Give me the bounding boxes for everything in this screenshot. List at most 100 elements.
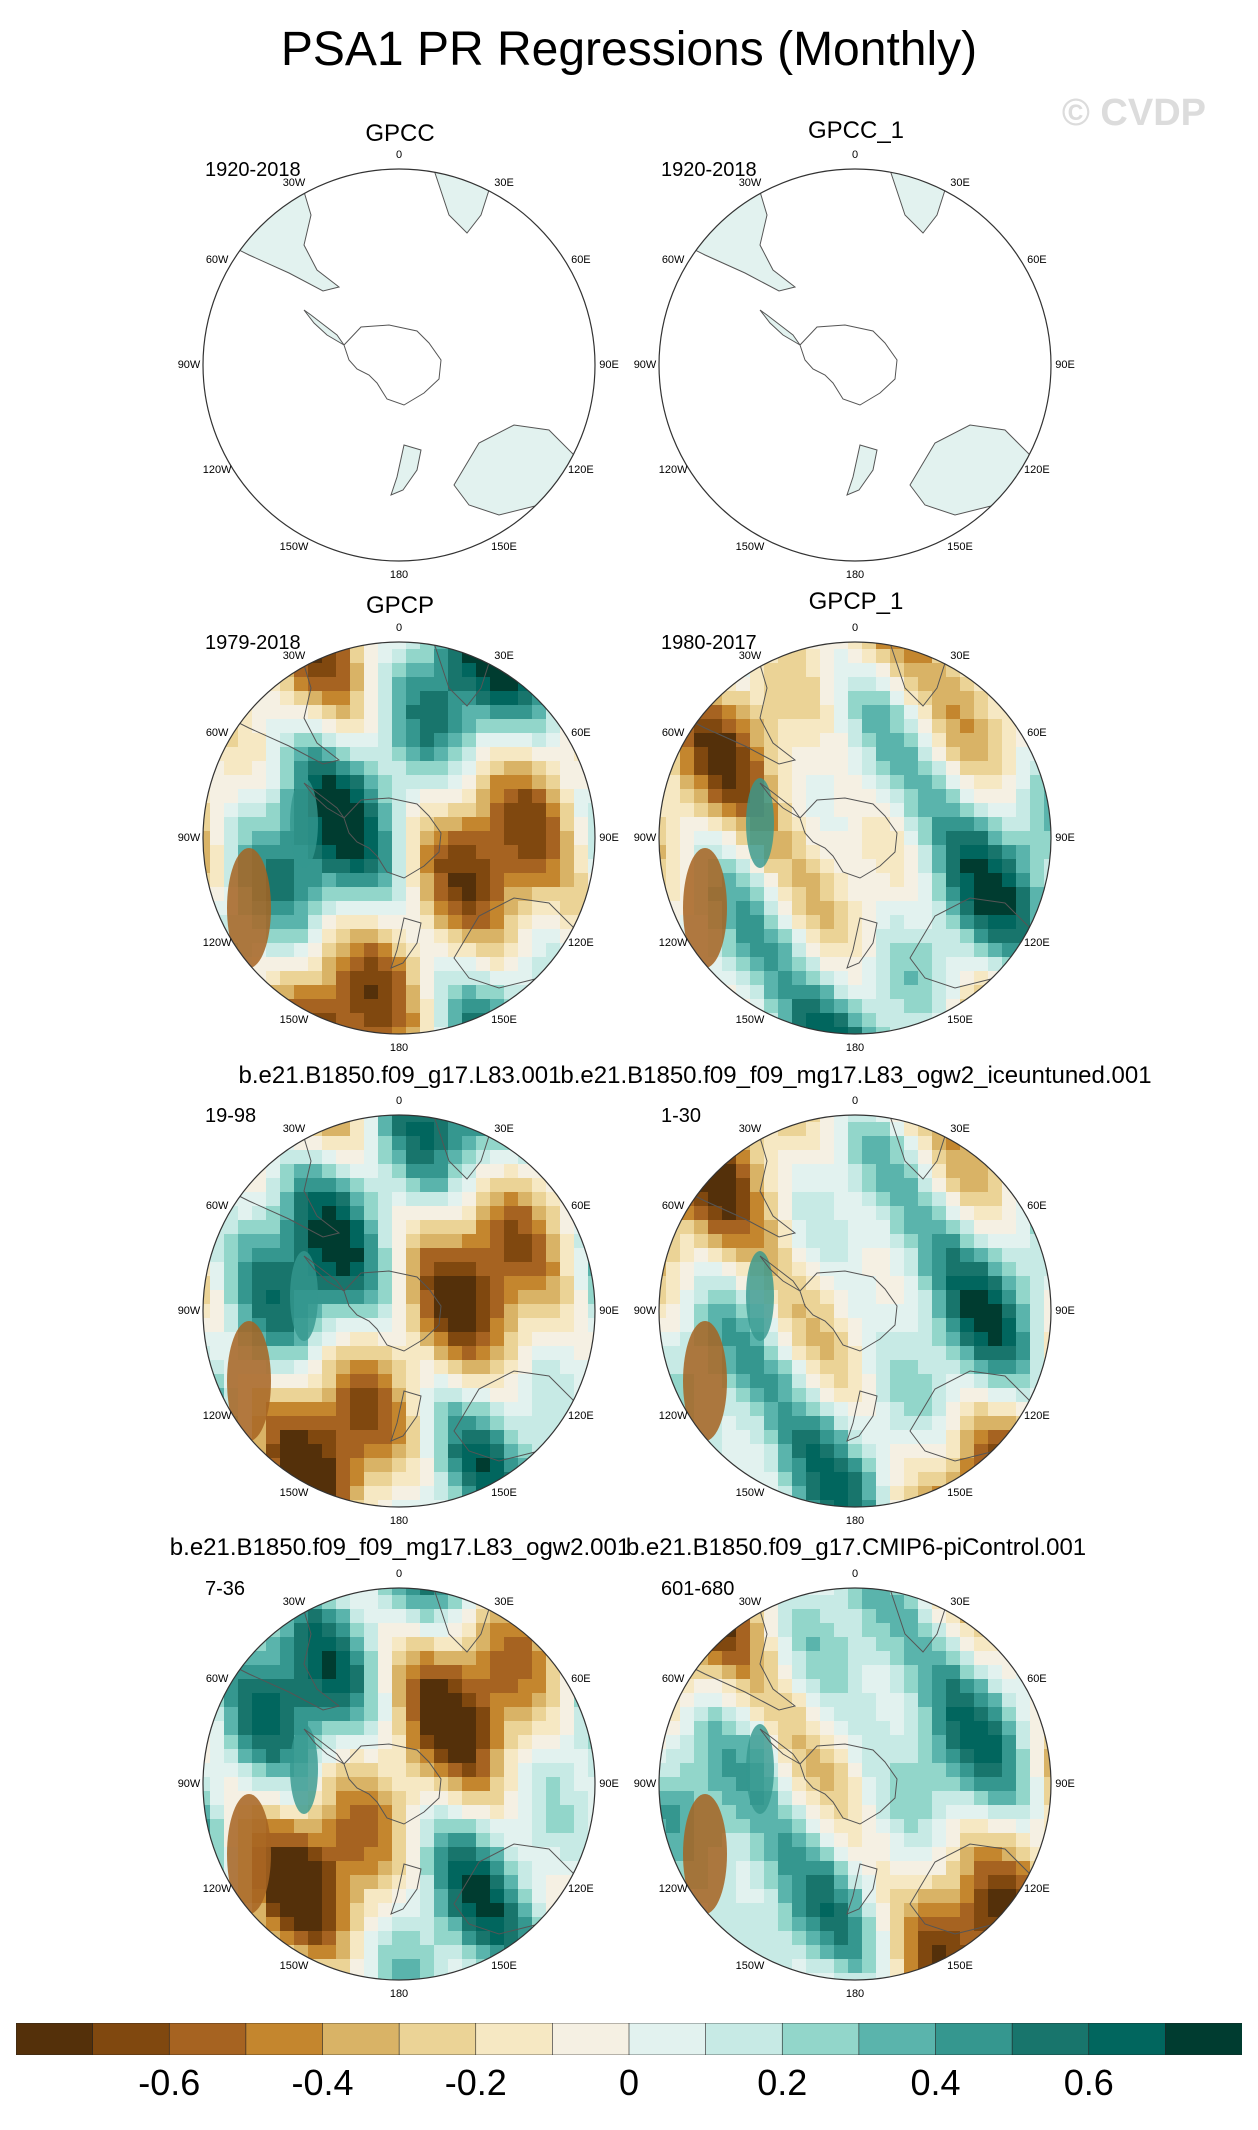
longitude-label: 30W bbox=[738, 177, 762, 190]
longitude-label: 120W bbox=[658, 1883, 688, 1895]
longitude-label: 120E bbox=[568, 937, 594, 949]
longitude-label: 90E bbox=[1055, 832, 1075, 844]
longitude-label: 120W bbox=[202, 1883, 232, 1895]
longitude-label: 30E bbox=[950, 650, 970, 663]
longitude-label: 90E bbox=[1055, 1778, 1075, 1790]
longitude-label: 120E bbox=[568, 1410, 594, 1422]
colorbar-swatch bbox=[1011, 2023, 1090, 2055]
longitude-label: 120E bbox=[568, 1883, 594, 1895]
longitude-label: 60E bbox=[1027, 1200, 1047, 1212]
longitude-label: 150E bbox=[491, 540, 517, 553]
colorbar-tick-label: 0.2 bbox=[757, 2062, 808, 2103]
longitude-label: 90W bbox=[633, 1778, 657, 1790]
period-label-model-picontrol: 601-680 bbox=[661, 1578, 735, 1600]
longitude-label: 180 bbox=[845, 569, 865, 581]
longitude-label: 60W bbox=[205, 727, 229, 739]
colorbar-swatch bbox=[168, 2023, 247, 2055]
longitude-label: 150E bbox=[491, 1013, 517, 1026]
longitude-label: 30E bbox=[950, 177, 970, 190]
longitude-label: 90W bbox=[633, 1305, 657, 1317]
colorbar bbox=[16, 2023, 1242, 2055]
longitude-label: 60E bbox=[571, 727, 591, 739]
panel-title-gpcc-1: GPCC_1 bbox=[807, 117, 905, 144]
longitude-label: 90W bbox=[177, 1778, 201, 1790]
longitude-label: 150E bbox=[491, 1959, 517, 1972]
panel-title-model-ogw2: b.e21.B1850.f09_f09_mg17.L83_ogw2.001 bbox=[169, 1534, 631, 1561]
longitude-label: 0 bbox=[851, 622, 859, 634]
colorbar-tick-label: 0.4 bbox=[910, 2062, 961, 2103]
longitude-label: 90E bbox=[599, 1305, 619, 1317]
colorbar-swatch bbox=[628, 2023, 707, 2055]
longitude-label: 30E bbox=[494, 1596, 514, 1609]
map-panel-gpcp bbox=[202, 641, 596, 1035]
longitude-label: 120W bbox=[202, 464, 232, 476]
longitude-label: 150W bbox=[735, 540, 765, 553]
longitude-label: 180 bbox=[845, 1042, 865, 1054]
longitude-label: 60W bbox=[661, 1200, 685, 1212]
colorbar-tick-label: -0.2 bbox=[444, 2062, 507, 2103]
longitude-label: 120E bbox=[1024, 937, 1050, 949]
longitude-label: 60W bbox=[661, 1673, 685, 1685]
longitude-label: 180 bbox=[389, 569, 409, 581]
colorbar-tick-label: 0 bbox=[618, 2062, 640, 2103]
colorbar-swatch bbox=[92, 2023, 171, 2055]
longitude-label: 0 bbox=[395, 1568, 403, 1580]
longitude-label: 30W bbox=[282, 177, 306, 190]
longitude-label: 90E bbox=[1055, 1305, 1075, 1317]
longitude-label: 150W bbox=[735, 1013, 765, 1026]
map-panel-gpcp-1 bbox=[658, 641, 1052, 1035]
longitude-label: 150E bbox=[947, 1959, 973, 1972]
longitude-label: 30W bbox=[282, 1123, 306, 1136]
colorbar-swatch bbox=[552, 2023, 630, 2055]
longitude-label: 150W bbox=[735, 1486, 765, 1499]
panel-title-model-l83: b.e21.B1850.f09_g17.L83.001 bbox=[238, 1062, 562, 1089]
longitude-label: 120W bbox=[202, 1410, 232, 1422]
longitude-label: 120E bbox=[1024, 464, 1050, 476]
longitude-label: 30W bbox=[738, 650, 762, 663]
longitude-label: 60E bbox=[1027, 1673, 1047, 1685]
map-panel-gpcc bbox=[202, 168, 596, 562]
longitude-label: 150W bbox=[279, 1959, 309, 1972]
longitude-label: 0 bbox=[395, 622, 403, 634]
longitude-label: 180 bbox=[389, 1515, 409, 1527]
period-label-model-ogw2: 7-36 bbox=[205, 1578, 246, 1600]
longitude-label: 0 bbox=[851, 1568, 859, 1580]
map-panel-gpcc-1 bbox=[658, 168, 1052, 562]
longitude-label: 90W bbox=[177, 832, 201, 844]
panel-title-gpcc: GPCC bbox=[365, 120, 435, 147]
longitude-label: 150E bbox=[947, 1486, 973, 1499]
longitude-label: 0 bbox=[851, 1095, 859, 1107]
longitude-label: 0 bbox=[395, 1095, 403, 1107]
longitude-label: 60E bbox=[571, 1200, 591, 1212]
longitude-label: 60E bbox=[571, 254, 591, 266]
colorbar-tick-label: 0.6 bbox=[1063, 2062, 1114, 2103]
longitude-label: 120E bbox=[568, 464, 594, 476]
colorbar-swatch bbox=[935, 2023, 1013, 2055]
colorbar-swatch bbox=[398, 2023, 477, 2055]
map-panel-model-l83 bbox=[202, 1114, 596, 1508]
longitude-label: 30W bbox=[282, 650, 306, 663]
longitude-label: 150W bbox=[279, 540, 309, 553]
watermark: © CVDP bbox=[1061, 92, 1206, 134]
longitude-label: 120W bbox=[202, 937, 232, 949]
longitude-label: 180 bbox=[389, 1042, 409, 1054]
longitude-label: 120W bbox=[658, 1410, 688, 1422]
longitude-label: 180 bbox=[389, 1988, 409, 2000]
longitude-label: 150W bbox=[279, 1486, 309, 1499]
longitude-label: 30E bbox=[950, 1123, 970, 1136]
panel-title-gpcp: GPCP bbox=[365, 592, 435, 619]
longitude-label: 60W bbox=[205, 1673, 229, 1685]
longitude-label: 120W bbox=[658, 464, 688, 476]
longitude-label: 30W bbox=[282, 1596, 306, 1609]
longitude-label: 180 bbox=[845, 1988, 865, 2000]
panel-title-model-picontrol: b.e21.B1850.f09_g17.CMIP6-piControl.001 bbox=[625, 1534, 1087, 1561]
colorbar-swatch bbox=[245, 2023, 324, 2055]
period-label-model-ogw2-iceuntuned: 1-30 bbox=[661, 1105, 702, 1127]
longitude-label: 30E bbox=[494, 1123, 514, 1136]
longitude-label: 60W bbox=[661, 727, 685, 739]
colorbar-swatch bbox=[16, 2023, 94, 2055]
colorbar-swatch bbox=[1165, 2023, 1242, 2055]
longitude-label: 150W bbox=[279, 1013, 309, 1026]
longitude-label: 120W bbox=[658, 937, 688, 949]
longitude-label: 30E bbox=[494, 177, 514, 190]
